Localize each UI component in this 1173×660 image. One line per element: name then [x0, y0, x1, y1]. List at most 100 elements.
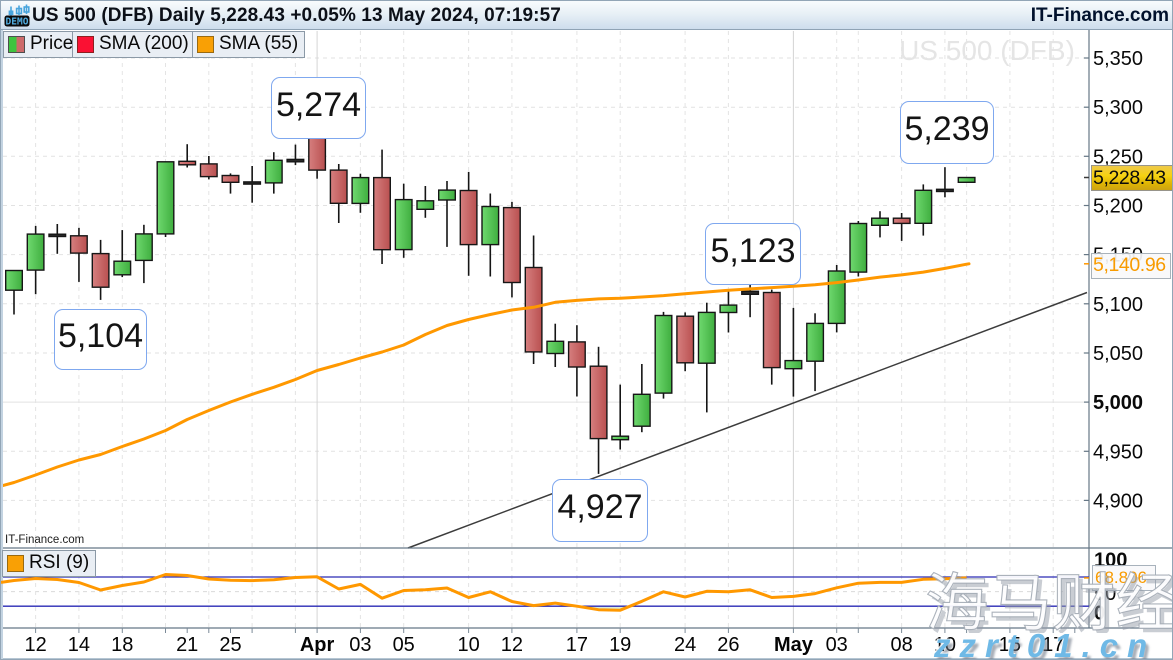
- candle-apr-23[interactable]: [654, 311, 673, 399]
- price-callout-5239[interactable]: 5,239: [900, 101, 994, 164]
- candle-body: [957, 176, 976, 184]
- candle-may-01[interactable]: [784, 307, 803, 397]
- candle-body: [676, 315, 695, 364]
- candle-body: [199, 163, 218, 178]
- candle-mar-22[interactable]: [199, 156, 218, 180]
- legend-sma200[interactable]: SMA (200): [72, 31, 196, 58]
- candle-mar-15[interactable]: [91, 239, 110, 300]
- candle-apr-24[interactable]: [676, 312, 695, 372]
- price-callout-5123[interactable]: 5,123: [705, 223, 801, 285]
- candle-apr-30[interactable]: [762, 289, 781, 385]
- candle-mar-19[interactable]: [134, 224, 153, 284]
- candle-apr-04[interactable]: [373, 149, 392, 264]
- candle-may-03[interactable]: [827, 265, 846, 333]
- candle-body: [654, 314, 673, 394]
- price-axis-label: 5,000: [1093, 392, 1143, 414]
- candle-apr-09[interactable]: [438, 181, 457, 247]
- time-axis-label: 17: [566, 634, 588, 656]
- site-watermark: zzrt01.cn: [934, 627, 1157, 660]
- candle-body: [935, 188, 954, 193]
- candle-may-02[interactable]: [806, 313, 825, 392]
- candle-mar-27[interactable]: [264, 152, 283, 194]
- left-edge-strip: [1, 30, 3, 659]
- price-axis-label: 5,300: [1093, 97, 1143, 119]
- candle-body: [134, 233, 153, 262]
- bottom-strip: [1, 658, 1172, 659]
- candle-apr-17[interactable]: [567, 325, 586, 397]
- sma55-swatch-icon: [197, 36, 214, 53]
- legend-rsi[interactable]: RSI (9): [2, 550, 97, 577]
- candle-mar-18[interactable]: [113, 230, 132, 278]
- candle-mar-14[interactable]: [69, 227, 88, 282]
- candle-may-10[interactable]: [935, 167, 954, 198]
- candle-apr-11[interactable]: [481, 193, 500, 277]
- candle-apr-08[interactable]: [416, 186, 435, 218]
- candle-apr-15[interactable]: [524, 235, 543, 365]
- candle-apr-01[interactable]: [308, 132, 327, 179]
- trendline[interactable]: [407, 291, 1088, 549]
- candle-body: [394, 198, 413, 251]
- candle-body: [589, 365, 608, 440]
- rsi-line[interactable]: [1, 573, 967, 612]
- price-callout-5104[interactable]: 5,104: [54, 309, 147, 370]
- candle-apr-19[interactable]: [611, 384, 630, 450]
- price-axis-label: 4,900: [1093, 490, 1143, 512]
- candle-body: [719, 304, 738, 314]
- brand-link[interactable]: IT-Finance.com: [1030, 5, 1169, 26]
- candle-may-13[interactable]: [957, 176, 976, 184]
- sma55-line[interactable]: [1, 262, 971, 488]
- candle-apr-03[interactable]: [351, 173, 370, 213]
- last-price-tag: 5,228.43: [1091, 165, 1172, 191]
- time-axis-label: 21: [176, 634, 198, 656]
- symbol-watermark: US 500 (DFB): [899, 35, 1075, 66]
- price-axis-label: 4,950: [1093, 441, 1143, 463]
- candle-mar-26[interactable]: [243, 166, 262, 203]
- time-axis-label: 10: [457, 634, 479, 656]
- candle-mar-12[interactable]: [26, 225, 45, 295]
- time-axis-label: 15: [999, 634, 1021, 656]
- sma200-swatch-icon: [77, 36, 94, 53]
- candle-body: [308, 133, 327, 171]
- candle-apr-29[interactable]: [741, 281, 760, 318]
- candle-apr-25[interactable]: [697, 302, 716, 413]
- time-axis-label: 08: [890, 634, 912, 656]
- candle-apr-10[interactable]: [459, 171, 478, 276]
- price-axis-label: 5,050: [1093, 343, 1143, 365]
- candle-mar-25[interactable]: [221, 173, 240, 194]
- candle-body: [871, 217, 890, 226]
- candle-apr-02[interactable]: [329, 164, 348, 223]
- candle-mar-20[interactable]: [156, 161, 175, 237]
- candle-body: [26, 233, 45, 271]
- price-callout-5274[interactable]: 5,274: [271, 77, 366, 139]
- candle-may-09[interactable]: [914, 184, 933, 236]
- time-axis-label: 03: [349, 634, 371, 656]
- candle-mar-11[interactable]: [4, 269, 24, 315]
- legend-price[interactable]: Price: [3, 31, 81, 58]
- candle-body: [697, 311, 716, 364]
- price-callout-4927[interactable]: 4,927: [552, 479, 648, 542]
- candle-mar-13[interactable]: [48, 224, 67, 254]
- candle-body: [481, 205, 500, 246]
- rsi-swatch-icon: [7, 555, 24, 572]
- candle-apr-05[interactable]: [394, 183, 413, 258]
- candle-may-07[interactable]: [871, 211, 890, 238]
- time-axis-label: 03: [826, 634, 848, 656]
- time-axis-label: Apr: [300, 634, 335, 656]
- rsi-axis-label: 0: [1094, 603, 1105, 625]
- candle-apr-26[interactable]: [719, 290, 738, 333]
- candle-may-06[interactable]: [849, 221, 868, 277]
- legend-sma55-label: SMA (55): [219, 33, 299, 54]
- legend-sma55[interactable]: SMA (55): [192, 31, 306, 58]
- candle-mar-28[interactable]: [286, 144, 305, 166]
- candle-apr-22[interactable]: [632, 364, 651, 433]
- candle-body: [4, 269, 24, 291]
- candle-apr-12[interactable]: [502, 201, 521, 298]
- candle-body: [784, 359, 803, 370]
- candle-may-08[interactable]: [892, 213, 911, 241]
- time-axis-label: 17: [1042, 634, 1064, 656]
- candle-apr-18[interactable]: [589, 346, 608, 474]
- time-axis-label: 10: [934, 634, 956, 656]
- candle-mar-21[interactable]: [178, 144, 197, 168]
- candle-apr-16[interactable]: [546, 323, 565, 367]
